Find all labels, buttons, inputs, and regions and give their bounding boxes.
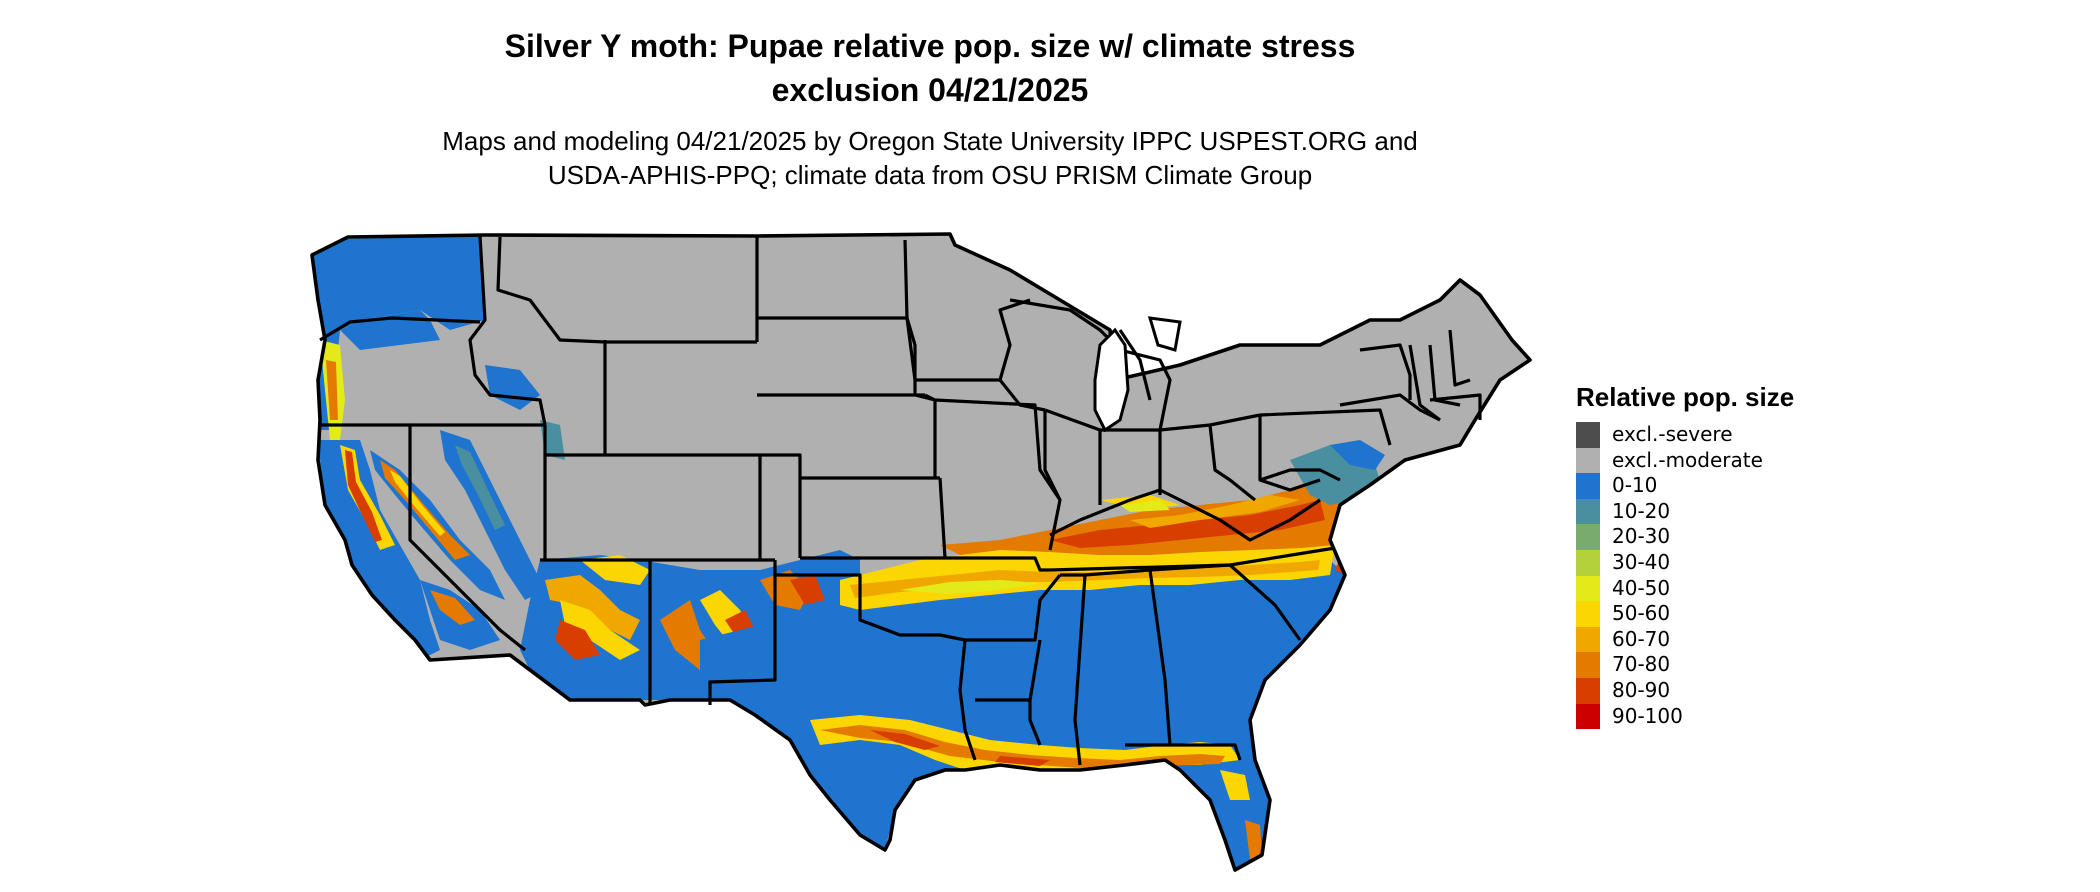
legend-label: 40-50	[1612, 575, 1671, 600]
legend-swatch	[1576, 422, 1600, 448]
legend-item: 50-60	[1576, 601, 1794, 627]
legend-item: excl.-moderate	[1576, 447, 1794, 474]
legend-label: 30-40	[1612, 549, 1671, 574]
legend-item: 30-40	[1576, 549, 1794, 576]
legend-label: 20-30	[1612, 524, 1671, 549]
legend-label: 80-90	[1612, 677, 1671, 702]
legend: Relative pop. size excl.-severe excl.-mod…	[1576, 380, 1795, 730]
legend-label: 70-80	[1612, 652, 1671, 677]
map-subtitle: Maps and modeling 04/21/2025 by Oregon S…	[0, 124, 1860, 192]
legend-swatch	[1576, 549, 1600, 576]
legend-label: excl.-moderate	[1612, 447, 1763, 472]
legend-item: 0-10	[1576, 473, 1794, 499]
state-borders	[310, 232, 1532, 872]
great-lakes	[1093, 316, 1182, 433]
subtitle-line-1: Maps and modeling 04/21/2025 by Oregon S…	[442, 126, 1418, 156]
legend-swatch	[1576, 601, 1600, 627]
legend-swatch	[1576, 447, 1600, 474]
legend-item: excl.-severe	[1576, 422, 1794, 448]
legend-swatch	[1576, 498, 1600, 525]
legend-item: 70-80	[1576, 652, 1794, 678]
subtitle-line-2: USDA-APHIS-PPQ; climate data from OSU PR…	[547, 160, 1313, 190]
legend-swatch	[1576, 652, 1600, 678]
map-title: Silver Y moth: Pupae relative pop. size …	[0, 24, 1860, 112]
legend-swatch	[1576, 677, 1600, 704]
legend-item: 10-20	[1576, 498, 1794, 525]
legend-swatch	[1576, 703, 1600, 730]
map-fill-layer	[312, 234, 1530, 870]
us-map	[310, 232, 1532, 872]
legend-swatch	[1576, 575, 1600, 602]
legend-item: 60-70	[1576, 626, 1794, 653]
legend-title: Relative pop. size	[1576, 382, 1795, 412]
legend-label: 50-60	[1612, 601, 1671, 626]
legend-label: excl.-severe	[1612, 422, 1733, 446]
legend-swatch	[1576, 473, 1600, 499]
legend-item: 20-30	[1576, 524, 1794, 550]
legend-label: 10-20	[1612, 498, 1671, 523]
title-line-1: Silver Y moth: Pupae relative pop. size …	[504, 28, 1356, 64]
title-line-2: exclusion 04/21/2025	[771, 72, 1089, 108]
legend-label: 90-100	[1612, 703, 1683, 728]
legend-label: 0-10	[1612, 473, 1658, 498]
legend-swatch	[1576, 626, 1600, 653]
legend-item: 40-50	[1576, 575, 1794, 602]
legend-item: 90-100	[1576, 703, 1794, 730]
legend-items: excl.-severe excl.-moderate 0-10 10-20 20-30…	[1576, 422, 1794, 730]
legend-swatch	[1576, 524, 1600, 550]
legend-label: 60-70	[1612, 626, 1671, 651]
legend-item: 80-90	[1576, 677, 1794, 704]
